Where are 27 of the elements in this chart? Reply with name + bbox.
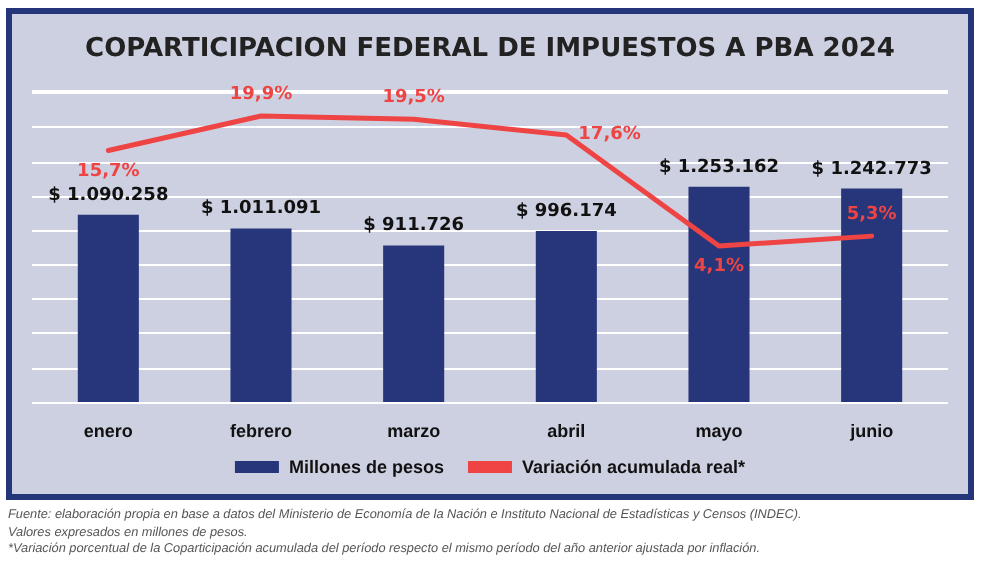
data-label: $ 1.011.091 [200,199,322,220]
chart-title: COPARTICIPACION FEDERAL DE IMPUESTOS A PBA 2024 [85,34,895,64]
x-tick-label: abril [547,421,586,441]
bar [230,228,292,402]
bar [688,186,750,402]
x-tick-label: mayo [695,421,744,441]
data-label: 5,3% [846,205,897,226]
bar [383,245,445,402]
data-label: $ 1.242.773 [811,159,932,180]
bar [841,188,903,402]
x-tick-label: marzo [387,421,442,441]
data-label: $ 1.253.162 [658,157,780,178]
data-label: 19,9% [229,85,293,105]
legend-label: Millones de pesos [288,457,444,477]
data-label: 4,1% [694,257,744,277]
bar [535,230,597,402]
data-label: 17,6% [578,124,641,145]
data-label: $ 996.174 [515,201,617,222]
x-tick-label: enero [83,421,134,441]
data-label: $ 1.090.258 [48,185,169,206]
bar [77,214,139,402]
data-label: 19,5% [382,88,445,109]
x-tick-label: febrero [229,421,293,441]
data-label: $ 911.726 [363,216,465,237]
legend-label: Variación acumulada real* [521,457,747,477]
data-label: 15,7% [77,161,140,182]
x-tick-label: junio [848,421,895,441]
